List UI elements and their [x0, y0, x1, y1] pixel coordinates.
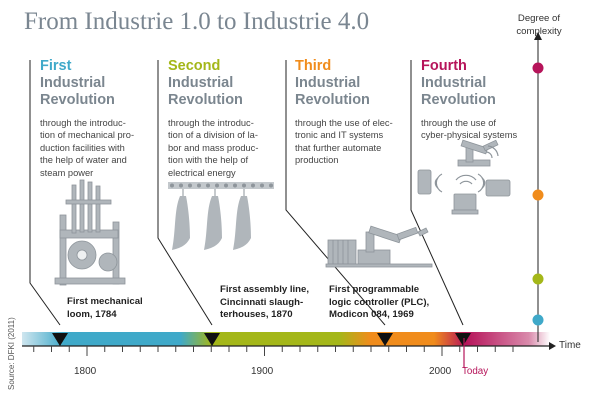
description-line: tion of mechanical pro- — [40, 130, 135, 141]
axis-tick-1800: 1800 — [74, 366, 97, 377]
revolution-first-description: through the introduc- tion of mechanical… — [40, 117, 190, 179]
revolution-fourth-description: through the use of cyber-physical system… — [421, 117, 571, 142]
description-line: through the introduc- — [40, 118, 126, 128]
description-line: tion with the help of — [168, 155, 249, 166]
event-line: Cincinnati slaugh- — [220, 296, 304, 308]
revolution-third-label-1: Industrial — [295, 75, 361, 91]
complexity-dot-first — [532, 314, 544, 326]
event-line: logic controller (PLC), — [329, 296, 430, 308]
today-label: Today — [462, 366, 489, 377]
connector-lines — [29, 60, 464, 326]
revolution-first-heading: First Industrial Revolution — [40, 58, 115, 109]
revolution-second-label-1: Industrial — [168, 75, 234, 91]
axis-ticks — [33, 346, 514, 356]
time-axis-arrow — [549, 342, 556, 350]
description-line: tronic and IT systems — [295, 130, 384, 141]
description-line: the help of water and — [40, 155, 127, 166]
revolution-third-label-2: Revolution — [295, 92, 370, 108]
complexity-axis-label: Degree of complexity — [506, 13, 572, 38]
description-line: tion of a division of la- — [168, 130, 258, 141]
event-first: First mechanical loom, 1784 — [67, 296, 143, 321]
complexity-label-line-2: complexity — [516, 25, 562, 37]
event-line: First programmable — [329, 284, 420, 295]
description-line: production — [295, 155, 339, 166]
complexity-dot-fourth — [532, 62, 544, 74]
connector-second — [157, 60, 213, 326]
marker-third — [377, 333, 393, 346]
axis-tick-1900: 1900 — [251, 366, 274, 377]
marker-first — [52, 333, 68, 346]
connector-first — [29, 60, 61, 326]
loom-icon — [54, 179, 126, 286]
description-line: through the use of elec- — [295, 118, 393, 128]
complexity-label-line-1: Degree of — [517, 13, 561, 24]
description-line: through the introduc- — [168, 118, 254, 128]
revolution-first-number: First — [40, 58, 72, 74]
time-axis-label: Time — [559, 340, 581, 351]
event-line: terhouses, 1870 — [220, 309, 293, 320]
page-title: From Industrie 1.0 to Industrie 4.0 — [24, 8, 370, 35]
revolution-fourth-number: Fourth — [421, 58, 467, 74]
event-line: First mechanical — [67, 296, 143, 307]
axis-tick-2000: 2000 — [429, 366, 452, 377]
description-line: that further automate — [295, 142, 382, 153]
revolution-fourth-label-1: Industrial — [421, 75, 487, 91]
revolution-third-number: Third — [295, 58, 332, 74]
revolution-third-description: through the use of elec- tronic and IT s… — [295, 117, 445, 167]
revolution-first-label-1: Industrial — [40, 75, 106, 91]
connector-fourth — [410, 60, 464, 326]
event-third: First programmable logic controller (PLC… — [329, 284, 429, 322]
event-line: loom, 1784 — [67, 308, 117, 320]
description-line: duction facilities with — [40, 142, 125, 153]
event-line: Modicon 084, 1969 — [329, 309, 414, 320]
cyber-physical-icon — [417, 139, 511, 215]
revolution-second-number: Second — [168, 58, 221, 74]
timeline-band — [22, 332, 550, 346]
revolution-fourth-label-2: Revolution — [421, 92, 496, 108]
marker-fourth — [455, 333, 471, 346]
description-line: electrical energy — [168, 167, 236, 178]
marker-second — [204, 333, 220, 346]
complexity-dot-second — [532, 273, 544, 285]
description-line: steam power — [40, 167, 94, 178]
assembly-line-icon — [168, 182, 274, 250]
source-credit: Source: DFKI (2011) — [7, 317, 16, 390]
description-line: cyber-physical systems — [421, 130, 518, 141]
event-second: First assembly line, Cincinnati slaugh- … — [220, 284, 309, 322]
revolution-second-label-2: Revolution — [168, 92, 243, 108]
complexity-axis-arrow — [534, 32, 542, 40]
revolution-fourth-heading: Fourth Industrial Revolution — [421, 58, 496, 109]
revolution-second-heading: Second Industrial Revolution — [168, 58, 243, 109]
connector-third — [285, 60, 386, 326]
description-line: through the use of — [421, 118, 496, 128]
plc-robot-icon — [325, 225, 433, 268]
event-line: First assembly line, — [220, 284, 310, 295]
revolution-second-description: through the introduc- tion of a division… — [168, 117, 318, 179]
complexity-dot-third — [532, 189, 544, 201]
revolution-third-heading: Third Industrial Revolution — [295, 58, 370, 109]
revolution-first-label-2: Revolution — [40, 92, 115, 108]
description-line: bor and mass produc- — [168, 142, 259, 153]
